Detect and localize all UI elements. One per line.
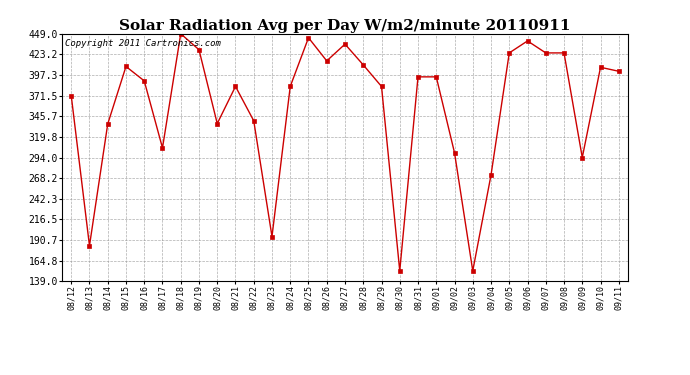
Title: Solar Radiation Avg per Day W/m2/minute 20110911: Solar Radiation Avg per Day W/m2/minute … [119, 19, 571, 33]
Text: Copyright 2011 Cartronics.com: Copyright 2011 Cartronics.com [65, 39, 221, 48]
